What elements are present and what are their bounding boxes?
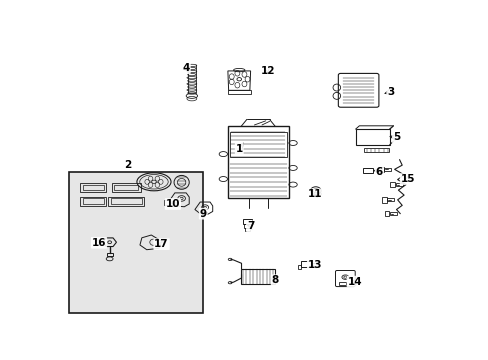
- Bar: [389, 182, 394, 187]
- Bar: [364, 148, 388, 152]
- Bar: [243, 219, 251, 224]
- Bar: [378, 167, 383, 172]
- Bar: [106, 253, 112, 256]
- Text: 14: 14: [347, 276, 362, 287]
- Text: 9: 9: [199, 209, 206, 219]
- Text: 7: 7: [246, 221, 254, 231]
- Bar: [381, 197, 386, 203]
- Bar: [241, 269, 275, 284]
- Bar: [386, 198, 393, 202]
- Bar: [244, 228, 250, 231]
- Bar: [229, 132, 286, 157]
- Bar: [244, 224, 250, 228]
- Bar: [227, 126, 288, 198]
- Bar: [82, 185, 104, 190]
- Bar: [297, 265, 301, 269]
- Bar: [227, 90, 250, 94]
- Bar: [338, 282, 345, 285]
- Bar: [384, 211, 388, 216]
- Bar: [112, 183, 140, 192]
- Text: 8: 8: [271, 275, 278, 285]
- Text: 2: 2: [123, 160, 131, 170]
- Text: 12: 12: [260, 66, 274, 76]
- Text: 17: 17: [154, 239, 168, 249]
- Bar: [81, 183, 106, 192]
- Text: 11: 11: [307, 189, 322, 199]
- Text: 5: 5: [392, 132, 399, 143]
- Text: 15: 15: [400, 174, 414, 184]
- Bar: [110, 198, 142, 204]
- Text: 13: 13: [307, 260, 322, 270]
- Bar: [301, 261, 311, 267]
- Text: 4: 4: [182, 63, 189, 73]
- Bar: [114, 185, 138, 190]
- Text: 6: 6: [375, 167, 382, 177]
- Bar: [81, 197, 106, 206]
- Text: 10: 10: [165, 199, 180, 209]
- Bar: [395, 183, 402, 186]
- Text: 16: 16: [92, 238, 106, 248]
- Bar: [355, 129, 389, 145]
- Bar: [163, 200, 169, 205]
- Bar: [389, 212, 396, 215]
- Bar: [362, 168, 373, 173]
- Text: 1: 1: [235, 144, 243, 153]
- Bar: [82, 198, 104, 204]
- Bar: [108, 197, 144, 206]
- Text: 3: 3: [386, 87, 394, 97]
- Bar: [384, 168, 390, 171]
- Bar: [69, 172, 203, 314]
